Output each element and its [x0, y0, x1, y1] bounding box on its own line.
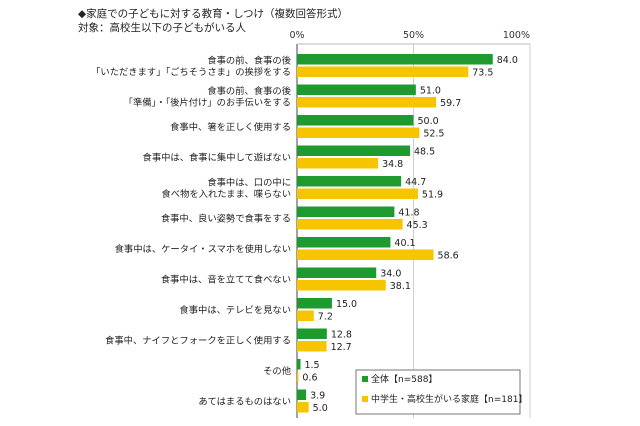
data-label: 50.0	[418, 116, 439, 127]
bar-middle-high-school	[297, 158, 379, 169]
bar-middle-high-school	[297, 310, 314, 321]
data-label: 12.7	[331, 342, 352, 353]
bar-middle-high-school	[297, 371, 299, 382]
bar-middle-high-school	[297, 188, 418, 199]
data-label: 45.3	[407, 220, 428, 231]
data-label: 51.9	[422, 190, 443, 201]
data-label: 12.8	[331, 330, 352, 341]
data-label: 34.8	[382, 159, 403, 170]
legend-label: 中学生・高校生がいる家庭【n=181】	[371, 393, 527, 405]
data-label: 3.9	[310, 391, 325, 402]
category-label: その他	[263, 365, 291, 377]
data-label: 7.2	[318, 312, 333, 323]
bar-middle-high-school	[297, 341, 327, 352]
category-label: 食事中は、ケータイ・スマホを使用しない	[115, 243, 291, 255]
category-label: 食事の前、食事の後	[207, 85, 291, 97]
bar-middle-high-school	[297, 249, 434, 260]
category-label: 食事中は、テレビを見ない	[179, 304, 291, 316]
data-label: 84.0	[497, 55, 518, 66]
bar-overall	[297, 359, 301, 370]
data-label: 1.5	[304, 360, 319, 371]
bar-middle-high-school	[297, 127, 420, 138]
data-label: 15.0	[336, 299, 357, 310]
data-label: 41.8	[398, 208, 419, 219]
bar-overall	[297, 206, 395, 217]
chart-subtitle: 対象：高校生以下の子どもがいる人	[78, 22, 246, 34]
bar-overall	[297, 176, 402, 187]
data-label: 0.6	[302, 373, 317, 384]
chart-title: ◆家庭での子どもに対する教育・しつけ（複数回答形式）	[78, 8, 348, 20]
x-tick-label: 100%	[503, 30, 530, 41]
category-label: 食べ物を入れたまま、喋らない	[161, 188, 291, 200]
category-label: 食事中、良い姿勢で食事をする	[161, 213, 291, 225]
category-label: 食事中は、音を立てて食べない	[161, 274, 291, 286]
data-label: 40.1	[394, 238, 415, 249]
data-label: 52.5	[423, 129, 444, 140]
data-label: 34.0	[380, 269, 401, 280]
bar-middle-high-school	[297, 97, 437, 108]
data-label: 38.1	[390, 281, 411, 292]
bar-overall	[297, 389, 307, 400]
category-label: 「いただきます」「ごちそうさま」の挨拶をする	[91, 66, 291, 78]
bar-middle-high-school	[297, 219, 403, 230]
data-label: 59.7	[440, 98, 461, 109]
bar-middle-high-school	[297, 66, 469, 77]
data-label: 51.0	[420, 86, 441, 97]
category-label: 食事中、ナイフとフォークを正しく使用する	[105, 335, 291, 347]
data-label: 5.0	[313, 403, 328, 414]
category-label: 食事の前、食事の後	[207, 54, 291, 66]
legend-box	[355, 369, 521, 415]
category-label: 食事中、箸を正しく使用する	[170, 121, 291, 133]
bar-overall	[297, 145, 411, 156]
category-label: あてはまるものはない	[198, 397, 291, 408]
bar-middle-high-school	[297, 280, 386, 291]
bar-overall	[297, 54, 493, 65]
category-label: 食事中は、口の中に	[207, 176, 291, 188]
legend-swatch	[362, 376, 368, 382]
bar-middle-high-school	[297, 402, 309, 413]
x-tick-label: 50%	[403, 30, 424, 41]
data-label: 73.5	[472, 68, 493, 79]
data-label: 44.7	[405, 177, 426, 188]
bar-overall	[297, 84, 416, 95]
category-label: 「準備」・「後片付け」のお手伝いをする	[124, 96, 291, 108]
data-label: 48.5	[414, 147, 435, 158]
bar-overall	[297, 237, 391, 248]
bar-overall	[297, 298, 332, 309]
data-label: 58.6	[438, 251, 459, 262]
legend-label: 全体【n=588】	[371, 373, 437, 385]
legend-swatch	[362, 396, 368, 402]
category-label: 食事中は、食事に集中して遊ばない	[143, 152, 291, 164]
bar-overall	[297, 267, 377, 278]
bar-overall	[297, 115, 414, 126]
bar-overall	[297, 328, 327, 339]
x-tick-label: 0%	[289, 30, 304, 41]
